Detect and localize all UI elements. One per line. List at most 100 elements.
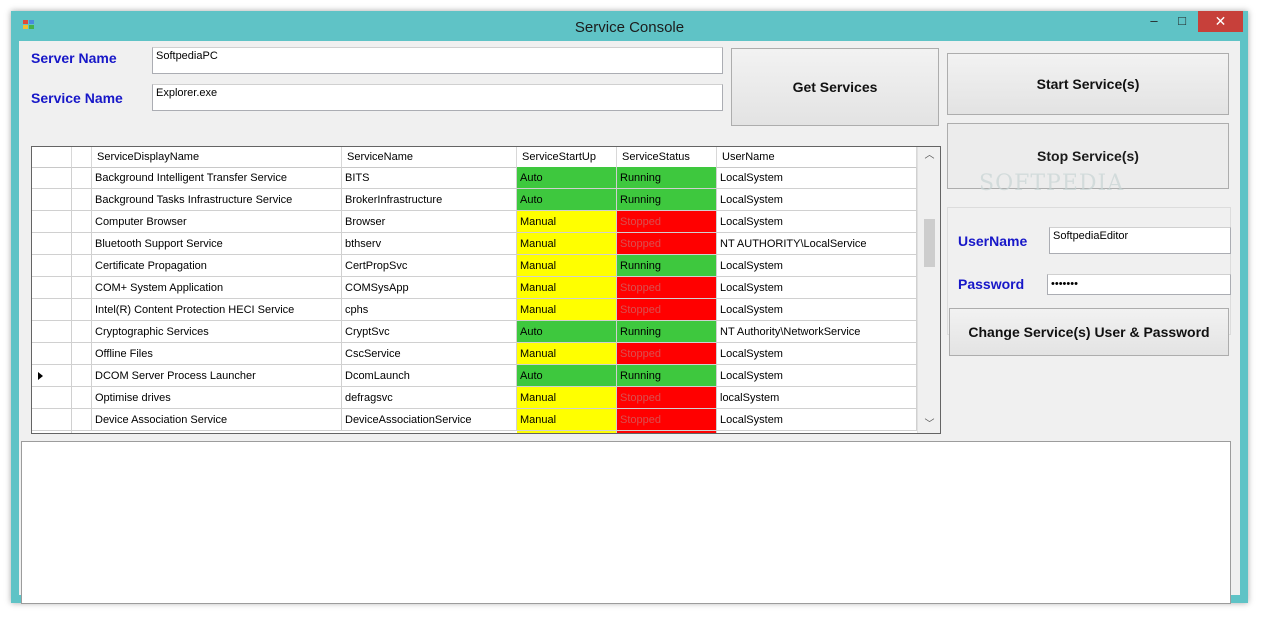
service-display-name-cell[interactable]: Device Association Service	[92, 409, 342, 431]
username-input[interactable]: SoftpediaEditor	[1049, 227, 1231, 254]
row-header[interactable]	[32, 343, 72, 365]
service-status-cell[interactable]: Stopped	[617, 387, 717, 409]
service-status-cell[interactable]: Stopped	[617, 343, 717, 365]
password-input[interactable]: •••••••	[1047, 274, 1231, 295]
service-startup-cell[interactable]: Auto	[517, 365, 617, 387]
scroll-thumb[interactable]	[924, 219, 935, 267]
service-name-cell[interactable]: BITS	[342, 167, 517, 189]
service-name-cell[interactable]: Browser	[342, 211, 517, 233]
row-header[interactable]	[32, 299, 72, 321]
service-display-name-cell[interactable]: Computer Browser	[92, 211, 342, 233]
service-status-cell[interactable]: Stopped	[617, 277, 717, 299]
service-startup-cell[interactable]: Auto	[517, 189, 617, 211]
service-name-cell[interactable]: CryptSvc	[342, 321, 517, 343]
change-credentials-button[interactable]: Change Service(s) User & Password	[949, 308, 1229, 356]
service-status-cell[interactable]: Running	[617, 365, 717, 387]
maximize-button[interactable]: □	[1178, 13, 1186, 28]
service-username-cell[interactable]: localSystem	[717, 387, 917, 409]
scroll-up-icon[interactable]: ︿	[924, 150, 935, 161]
column-header-status[interactable]: ServiceStatus	[617, 147, 717, 167]
title-bar[interactable]: Service Console – □ ✕	[11, 11, 1248, 41]
service-display-name-cell[interactable]: Intel(R) Content Protection HECI Service	[92, 299, 342, 321]
row-header[interactable]	[32, 321, 72, 343]
service-status-cell[interactable]: Stopped	[617, 409, 717, 431]
service-username-cell[interactable]: LocalSystem	[717, 277, 917, 299]
service-display-name-cell[interactable]: Certificate Propagation	[92, 255, 342, 277]
table-row[interactable]: COM+ System Application COMSysApp Manual St…	[32, 277, 917, 299]
table-row[interactable]: Background Tasks Infrastructure Service B…	[32, 189, 917, 211]
service-status-cell[interactable]: Running	[617, 189, 717, 211]
minimize-button[interactable]: –	[1150, 13, 1158, 28]
service-name-cell[interactable]: bthserv	[342, 233, 517, 255]
grid-vertical-scrollbar[interactable]: ︿ ﹀	[917, 147, 940, 433]
services-grid[interactable]: ServiceDisplayName ServiceName ServiceSt…	[31, 146, 941, 434]
service-startup-cell[interactable]: Manual	[517, 255, 617, 277]
server-name-input[interactable]: SoftpediaPC	[152, 47, 723, 74]
service-display-name-cell[interactable]: Offline Files	[92, 343, 342, 365]
row-header[interactable]	[32, 365, 72, 387]
service-display-name-cell[interactable]: Cryptographic Services	[92, 321, 342, 343]
service-startup-cell[interactable]: Manual	[517, 211, 617, 233]
service-name-cell[interactable]: CertPropSvc	[342, 255, 517, 277]
output-log-area[interactable]	[21, 441, 1231, 604]
service-name-input[interactable]: Explorer.exe	[152, 84, 723, 111]
service-username-cell[interactable]: LocalSystem	[717, 167, 917, 189]
column-header-startup[interactable]: ServiceStartUp	[517, 147, 617, 167]
service-display-name-cell[interactable]: Background Tasks Infrastructure Service	[92, 189, 342, 211]
service-status-cell[interactable]: Running	[617, 321, 717, 343]
row-header[interactable]	[32, 167, 72, 189]
service-name-cell[interactable]: defragsvc	[342, 387, 517, 409]
row-header[interactable]	[32, 233, 72, 255]
service-username-cell[interactable]: NT AUTHORITY\LocalService	[717, 233, 917, 255]
get-services-button[interactable]: Get Services	[731, 48, 939, 126]
table-row[interactable]: Device Association Service DeviceAssociat…	[32, 409, 917, 431]
service-display-name-cell[interactable]: COM+ System Application	[92, 277, 342, 299]
service-status-cell[interactable]: Running	[617, 167, 717, 189]
table-row[interactable]: Certificate Propagation CertPropSvc Manual…	[32, 255, 917, 277]
service-startup-cell[interactable]: Manual	[517, 233, 617, 255]
service-username-cell[interactable]: LocalSystem	[717, 189, 917, 211]
service-username-cell[interactable]: LocalSystem	[717, 365, 917, 387]
service-name-cell[interactable]: DeviceAssociationService	[342, 409, 517, 431]
service-startup-cell[interactable]: Auto	[517, 321, 617, 343]
close-button[interactable]: ✕	[1198, 11, 1243, 32]
table-row[interactable]: Optimise drives defragsvc Manual Stopped loc…	[32, 387, 917, 409]
service-username-cell[interactable]: LocalSystem	[717, 299, 917, 321]
table-row[interactable]: Offline Files CscService Manual Stopped Loca…	[32, 343, 917, 365]
table-row[interactable]: Bluetooth Support Service bthserv Manual St…	[32, 233, 917, 255]
service-status-cell[interactable]: Stopped	[617, 211, 717, 233]
table-row[interactable]: Computer Browser Browser Manual Stopped Loca…	[32, 211, 917, 233]
service-username-cell[interactable]: LocalSystem	[717, 255, 917, 277]
service-startup-cell[interactable]: Auto	[517, 167, 617, 189]
start-services-button[interactable]: Start Service(s)	[947, 53, 1229, 115]
table-row[interactable]: Intel(R) Content Protection HECI Service…	[32, 299, 917, 321]
scroll-down-icon[interactable]: ﹀	[924, 419, 935, 430]
service-username-cell[interactable]: NT Authority\NetworkService	[717, 321, 917, 343]
service-display-name-cell[interactable]: Background Intelligent Transfer Service	[92, 167, 342, 189]
service-display-name-cell[interactable]: Optimise drives	[92, 387, 342, 409]
row-header[interactable]	[32, 211, 72, 233]
row-header[interactable]	[32, 255, 72, 277]
service-startup-cell[interactable]: Manual	[517, 277, 617, 299]
row-header[interactable]	[32, 277, 72, 299]
service-name-cell[interactable]: BrokerInfrastructure	[342, 189, 517, 211]
service-name-cell[interactable]: CscService	[342, 343, 517, 365]
app-icon[interactable]	[23, 20, 37, 32]
column-header-display-name[interactable]: ServiceDisplayName	[92, 147, 342, 167]
stop-services-button[interactable]: Stop Service(s)	[947, 123, 1229, 189]
column-header-service-name[interactable]: ServiceName	[342, 147, 517, 167]
service-startup-cell[interactable]: Manual	[517, 343, 617, 365]
table-row[interactable]: Cryptographic Services CryptSvc Auto Runnin…	[32, 321, 917, 343]
service-status-cell[interactable]: Stopped	[617, 299, 717, 321]
row-header[interactable]	[32, 409, 72, 431]
service-name-cell[interactable]: COMSysApp	[342, 277, 517, 299]
table-row[interactable]: DCOM Server Process Launcher DcomLaunch Au…	[32, 365, 917, 387]
service-username-cell[interactable]: LocalSystem	[717, 211, 917, 233]
service-startup-cell[interactable]: Manual	[517, 299, 617, 321]
service-display-name-cell[interactable]: Bluetooth Support Service	[92, 233, 342, 255]
service-startup-cell[interactable]: Manual	[517, 387, 617, 409]
row-header[interactable]	[32, 387, 72, 409]
service-status-cell[interactable]: Running	[617, 255, 717, 277]
service-name-cell[interactable]: cphs	[342, 299, 517, 321]
service-display-name-cell[interactable]: DCOM Server Process Launcher	[92, 365, 342, 387]
